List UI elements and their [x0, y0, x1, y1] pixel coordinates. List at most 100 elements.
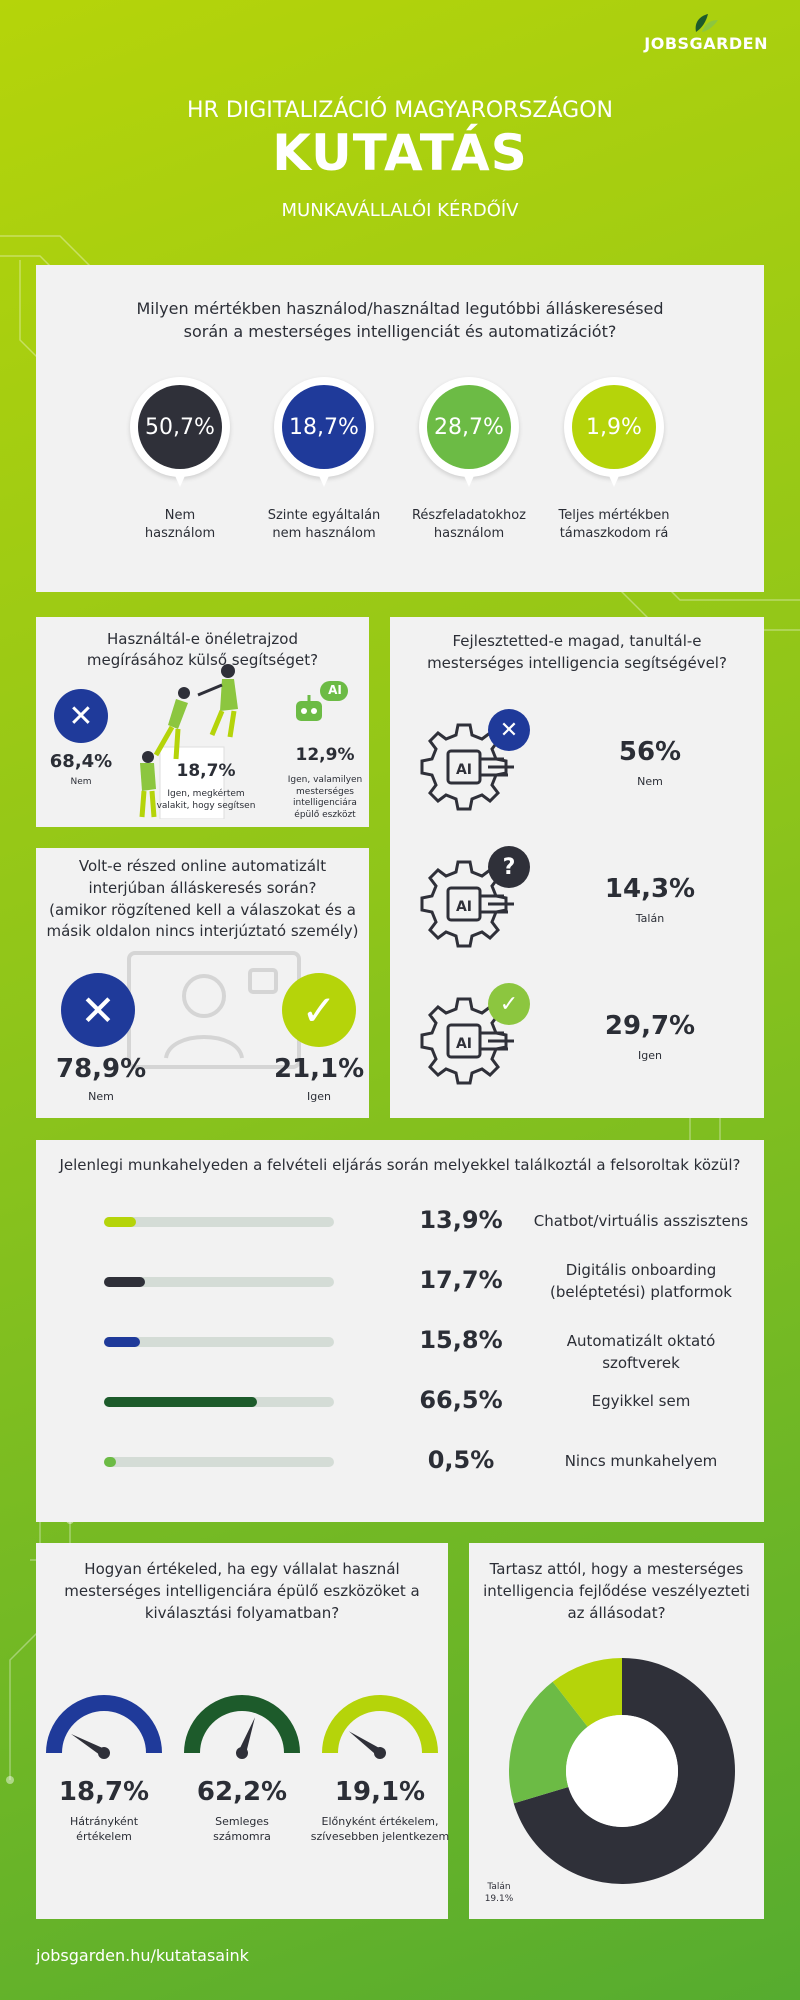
- label-line: Igen, valamilyen: [287, 775, 363, 785]
- question-line: Hogyan értékeled, ha egy vállalat haszná…: [84, 1560, 400, 1578]
- usage-label: Részfeladatokhoz használom: [399, 507, 539, 543]
- bar-track: [104, 1217, 334, 1227]
- question-line: során a mesterséges intelligenciát és au…: [183, 322, 617, 342]
- gauge-needle: [348, 1731, 383, 1757]
- interview-card: Volt-e részed online automatizált interj…: [36, 848, 369, 1118]
- self-development-label: Nem: [637, 775, 663, 788]
- donut-hole: [566, 1715, 678, 1827]
- label-line: valakit, hogy segítsen: [156, 800, 256, 811]
- label-line: Egyikkel sem: [591, 1392, 691, 1410]
- cv-help-label: Igen, megkértem valakit, hogy segítsen: [148, 789, 264, 812]
- question-line: Használtál-e önéletrajzod: [107, 630, 298, 648]
- usage-pin-none: 50,7%: [130, 377, 230, 502]
- gauge-label: Semleges számomra: [166, 1815, 318, 1845]
- bar-value: 15,8%: [419, 1326, 503, 1354]
- usage-pin-rarely: 18,7%: [274, 377, 374, 502]
- recruitment-tools-card: Jelenlegi munkahelyeden a felvételi eljá…: [36, 1140, 764, 1522]
- close-icon: ✕: [54, 689, 108, 743]
- leaf-icon: [695, 14, 718, 32]
- label-line: értékelem: [76, 1829, 132, 1843]
- bar-label: Digitális onboarding (beléptetési) platfo…: [526, 1260, 756, 1304]
- self-development-question: Fejlesztetted-e magad, tanultál-e mester…: [390, 631, 764, 675]
- label-line: (beléptetési) platformok: [550, 1282, 732, 1301]
- label-line: Nincs munkahelyem: [564, 1452, 718, 1470]
- helping-people-illustration: [139, 664, 238, 819]
- usage-label: Szinte egyáltalán nem használom: [254, 507, 394, 543]
- bar-track: [104, 1397, 334, 1407]
- gauge-chart: [46, 1695, 162, 1759]
- cv-no-value: 68,4%: [49, 751, 113, 772]
- ai-gear-icon: AI: [420, 997, 514, 1085]
- cv-no-label: Nem: [70, 777, 92, 787]
- bar-value: 66,5%: [419, 1386, 503, 1414]
- ai-chip-label: AI: [456, 899, 472, 915]
- self-development-value: 14,3%: [604, 874, 696, 904]
- ai-usage-card: Milyen mértékben használod/használtad le…: [36, 265, 764, 592]
- cv-help-card: Használtál-e önéletrajzod megírásához kü…: [36, 617, 369, 827]
- bar-label: Chatbot/virtuális asszisztens: [526, 1211, 756, 1233]
- bar-label: Automatizált oktató szoftverek: [526, 1331, 756, 1375]
- label-line: támaszkodom rá: [559, 526, 669, 542]
- usage-label: Teljes mértékben támaszkodom rá: [544, 507, 684, 543]
- usage-value: 28,7%: [427, 385, 511, 469]
- bar-value: 17,7%: [419, 1266, 503, 1294]
- cv-ai-value: 12,9%: [295, 745, 355, 765]
- bar-fill: [104, 1397, 257, 1407]
- question-line: (amikor rögzítened kell a válaszokat és …: [49, 900, 356, 919]
- interview-yes-label: Igen: [307, 1090, 331, 1103]
- bar-fill: [104, 1337, 140, 1347]
- usage-value: 50,7%: [138, 385, 222, 469]
- usage-pin-partial: 28,7%: [419, 377, 519, 502]
- self-development-card: Fejlesztetted-e magad, tanultál-e mester…: [390, 617, 764, 1118]
- usage-pin-full: 1,9%: [564, 377, 664, 502]
- ai-rating-question: Hogyan értékeled, ha egy vállalat haszná…: [36, 1559, 448, 1624]
- label-line: Chatbot/virtuális asszisztens: [533, 1212, 749, 1230]
- label-line: Hátrányként: [69, 1815, 139, 1828]
- robot-icon: [296, 681, 348, 721]
- interview-no-value: 78,9%: [56, 1054, 147, 1084]
- slice-label: Talán: [486, 1882, 510, 1892]
- gauge-label: Előnyként értékelem, szívesebben jelentke…: [304, 1815, 456, 1845]
- slice-value: 19.1%: [485, 1894, 514, 1904]
- label-line: Igen, megkértem: [167, 789, 245, 799]
- question-line: mesterséges intelligenciára épülő eszköz…: [64, 1581, 420, 1600]
- usage-label: Nem használom: [110, 507, 250, 543]
- check-icon: ✓: [488, 983, 530, 1025]
- close-icon: ✕: [488, 709, 530, 751]
- brand-logo: JOBSGARDEN: [644, 34, 768, 53]
- gauge-needle: [238, 1717, 255, 1755]
- question-line: intelligencia fejlődése veszélyezteti: [483, 1581, 750, 1600]
- pin-tail: [172, 469, 188, 487]
- label-line: mesterséges: [296, 786, 354, 797]
- bar-value: 13,9%: [419, 1206, 503, 1234]
- cv-help-question: Használtál-e önéletrajzod megírásához kü…: [36, 629, 369, 671]
- bar-fill: [104, 1277, 145, 1287]
- label-line: nem használom: [272, 526, 376, 542]
- donut-slice-igen: [552, 1658, 622, 1727]
- close-icon: ✕: [61, 973, 135, 1047]
- self-development-label: Talán: [635, 912, 665, 925]
- question-line: megírásához külső segítséget?: [86, 651, 319, 669]
- bar-label: Egyikkel sem: [526, 1391, 756, 1413]
- cv-ai-label: Igen, valamilyen mesterséges intelligenci…: [286, 775, 364, 822]
- gauge-value: 18,7%: [58, 1777, 150, 1807]
- ai-badge: AI: [328, 683, 342, 697]
- page-title: KUTATÁS: [272, 124, 528, 182]
- label-line: épülő eszközt: [294, 810, 356, 821]
- label-line: Semleges: [215, 1815, 269, 1828]
- label-line: intelligenciára: [293, 798, 357, 809]
- question-line: mesterséges intelligencia segítségével?: [427, 653, 727, 672]
- bar-track: [104, 1277, 334, 1287]
- label-line: Digitális onboarding: [565, 1261, 717, 1279]
- interview-yes-value: 21,1%: [274, 1054, 365, 1084]
- question-icon: ?: [488, 846, 530, 888]
- ai-rating-card: Hogyan értékeled, ha egy vállalat haszná…: [36, 1543, 449, 1919]
- self-development-label: Igen: [638, 1049, 662, 1062]
- cv-help-value: 18,7%: [176, 761, 236, 781]
- self-development-value: 56%: [618, 737, 682, 767]
- label-line: használom: [433, 526, 505, 542]
- bar-track: [104, 1457, 334, 1467]
- gauge-value: 19,1%: [334, 1777, 426, 1807]
- footer-link[interactable]: jobsgarden.hu/kutatasaink: [36, 1946, 249, 1965]
